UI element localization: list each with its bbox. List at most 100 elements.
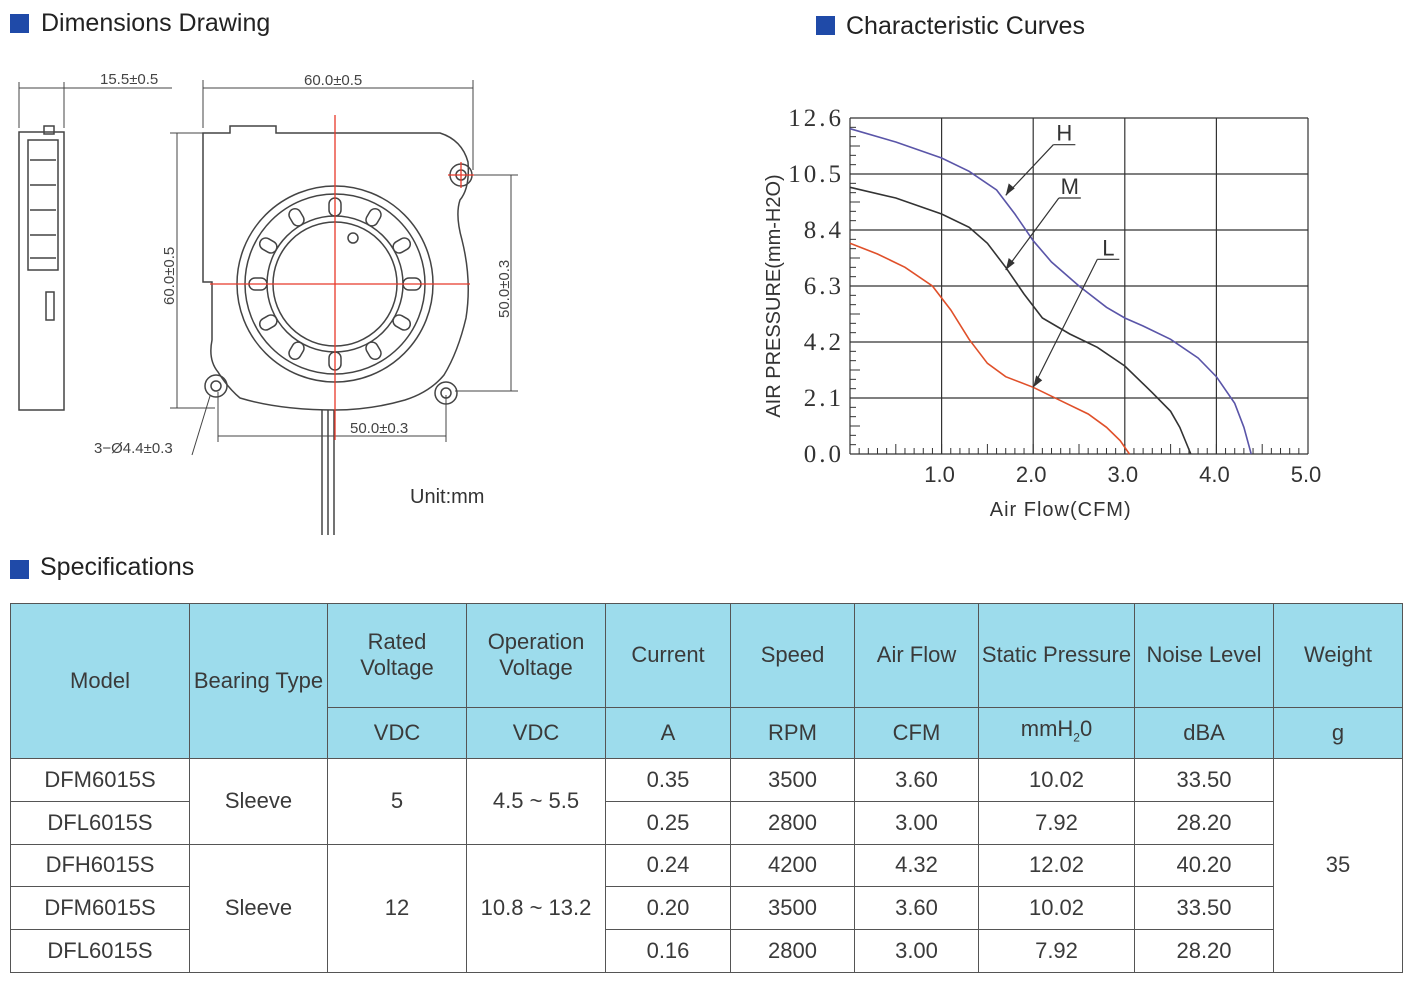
table-row: DFH6015S Sleeve 12 10.8 ~ 13.2 0.24 4200… [10,843,1403,974]
cell-current: 0.25 [605,800,731,845]
unit-rated: VDC [327,706,467,759]
cell-model: DFM6015S [10,757,190,802]
unit-noise: dBA [1134,706,1274,759]
y-tick-label: 10.5 [788,161,844,188]
dim-holes: 3−Ø4.4±0.3 [94,440,173,457]
curve-label-m: M [1061,174,1079,199]
cell-current: 0.16 [605,929,731,973]
dimensions-drawing: 15.5±0.5 60.0±0.5 60.0±0.5 50.0±0.3 50.0… [18,71,518,535]
characteristic-chart: 0.0 2.1 4.2 6.3 8.4 10.5 12.6 1.0 2.0 3.0 4.0 5.0 Ai… [763,105,1322,521]
cell-speed: 2800 [730,800,855,845]
unit-operation: VDC [466,706,606,759]
cell-current: 0.35 [605,757,731,802]
cell-model: DFM6015S [10,886,190,931]
cell-pressure: 10.02 [978,886,1135,931]
cell-speed: 4200 [730,843,855,888]
y-tick-label: 2.1 [804,385,844,412]
dim-right-height: 50.0±0.3 [496,260,513,318]
cell-rated: 5 [327,757,467,845]
table-row: DFM6015S 0.20 3500 3.60 10.02 33.50 [10,886,1403,931]
header-static-pressure: Static Pressure [978,603,1135,708]
cell-speed: 3500 [730,886,855,931]
leader-arrow-m [1005,258,1015,270]
header-airflow: Air Flow [854,603,979,708]
cell-weight: 35 [1273,757,1403,974]
cell-noise: 33.50 [1134,757,1274,802]
y-tick-label: 12.6 [788,105,844,132]
housing-outline [202,125,470,411]
unit-label: Unit:mm [410,486,484,508]
x-tick-label: 5.0 [1291,462,1322,487]
leader-line-l [1032,259,1098,388]
cell-noise: 40.20 [1134,843,1274,888]
table-row: DFM6015S Sleeve 5 4.5 ~ 5.5 0.35 3500 3.… [10,757,1403,974]
unit-current: A [605,706,731,759]
cell-airflow: 3.60 [854,757,979,802]
curve-label-l: L [1102,235,1114,260]
cell-pressure: 7.92 [978,800,1135,845]
cell-operation: 4.5 ~ 5.5 [466,757,606,845]
cell-model: DFL6015S [10,929,190,973]
x-tick-label: 3.0 [1108,462,1139,487]
cell-model: DFL6015S [10,800,190,845]
cell-current: 0.24 [605,843,731,888]
dim-bottom-holes: 50.0±0.3 [350,420,408,437]
leader-arrow-l [1033,375,1043,388]
series-line-m [849,186,1192,455]
cell-airflow: 3.00 [854,929,979,973]
dim-left-height: 60.0±0.5 [161,247,178,305]
header-rated-voltage: Rated Voltage [327,603,467,708]
header-model: Model [10,603,190,759]
cell-noise: 28.20 [1134,929,1274,973]
section-square-icon [816,16,835,35]
cell-pressure: 12.02 [978,843,1135,888]
cell-speed: 2800 [730,929,855,973]
cell-noise: 28.20 [1134,800,1274,845]
specifications-table: Model Bearing Type Rated Voltage Operati… [10,603,1403,974]
cell-airflow: 3.00 [854,800,979,845]
side-view-body [18,131,65,411]
cell-bearing: Sleeve [189,757,328,845]
cell-speed: 3500 [730,757,855,802]
table-row: DFL6015S 0.16 2800 3.00 7.92 28.20 [10,929,1403,973]
section-square-icon [10,14,29,33]
unit-airflow: CFM [854,706,979,759]
x-axis-label: Air Flow(CFM) [990,499,1132,521]
header-speed: Speed [730,603,855,708]
series-line-l [849,242,1131,455]
y-tick-label: 0.0 [804,441,844,468]
leader-line-h [1005,144,1054,196]
dimensions-title: Dimensions Drawing [41,9,271,37]
curves-title: Characteristic Curves [846,12,1085,40]
header-noise-level: Noise Level [1134,603,1274,708]
header-weight: Weight [1273,603,1403,708]
specs-title: Specifications [40,553,195,581]
cell-airflow: 3.60 [854,886,979,931]
unit-weight: g [1273,706,1403,759]
cell-pressure: 10.02 [978,757,1135,802]
unit-speed: RPM [730,706,855,759]
x-tick-label: 1.0 [924,462,955,487]
cell-operation: 10.8 ~ 13.2 [466,843,606,974]
curve-label-h: H [1056,121,1072,146]
cell-pressure: 7.92 [978,929,1135,973]
y-axis-label: AIR PRESSURE(mm-H2O) [763,174,785,417]
dim-side-width: 15.5±0.5 [100,71,158,88]
section-square-icon [10,560,29,579]
cell-airflow: 4.32 [854,843,979,888]
x-tick-label: 2.0 [1016,462,1047,487]
cell-rated: 12 [327,843,467,974]
cell-current: 0.20 [605,886,731,931]
dim-top-width: 60.0±0.5 [304,72,362,89]
leader-arrow-h [1005,183,1015,196]
header-current: Current [605,603,731,708]
cell-model: DFH6015S [10,843,190,888]
leader-line-m [1005,197,1060,271]
y-tick-label: 8.4 [804,217,844,244]
cell-noise: 33.50 [1134,886,1274,931]
y-tick-label: 6.3 [804,273,844,300]
cell-bearing: Sleeve [189,843,328,974]
x-tick-label: 4.0 [1199,462,1230,487]
series-line-h [849,127,1252,455]
y-tick-label: 4.2 [804,329,844,356]
